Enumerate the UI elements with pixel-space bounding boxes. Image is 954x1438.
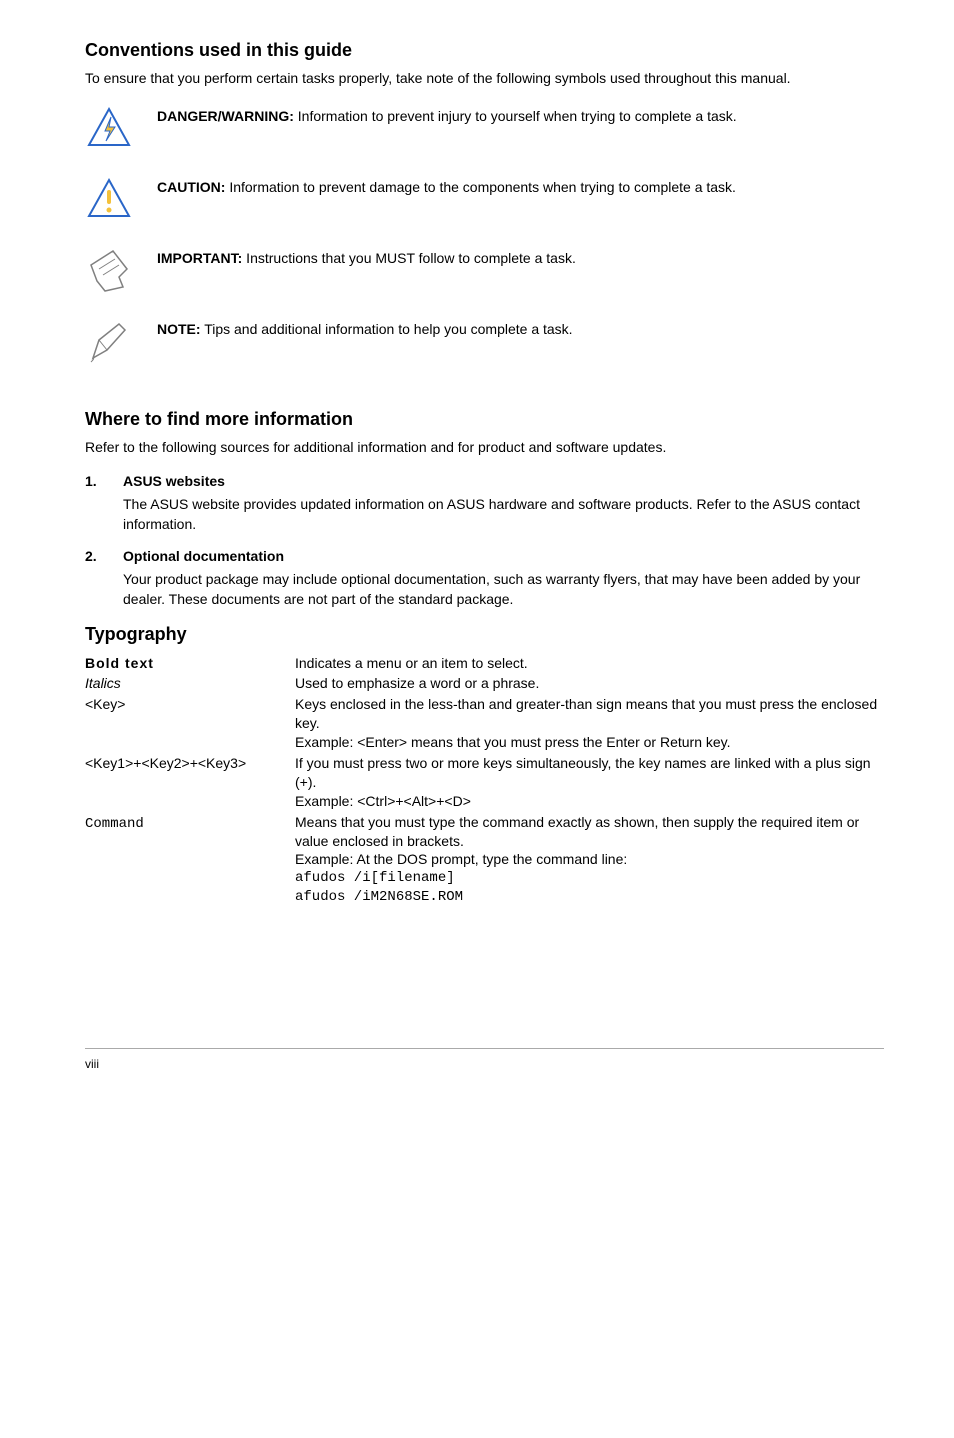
typo-bold-label: Bold text — [85, 655, 154, 671]
callout-caution-text: CAUTION: Information to prevent damage t… — [157, 176, 736, 198]
conventions-heading: Conventions used in this guide — [85, 40, 884, 61]
typo-row-key: <Key> Keys enclosed in the less-than and… — [85, 694, 884, 753]
typo-command-code2: afudos /iM2N68SE.ROM — [295, 888, 884, 907]
callout-important-body: Instructions that you MUST follow to com… — [242, 250, 576, 266]
typo-command-label: Command — [85, 816, 144, 832]
callout-caution-body: Information to prevent damage to the com… — [225, 179, 736, 195]
callout-caution-bold: CAUTION: — [157, 179, 225, 195]
typo-italics-desc: Used to emphasize a word or a phrase. — [295, 673, 884, 694]
spacer — [85, 389, 884, 409]
typo-row-bold: Bold text Indicates a menu or an item to… — [85, 653, 884, 674]
typo-keychain-label: <Key1>+<Key2>+<Key3> — [85, 753, 295, 812]
whereto-item-1: ASUS websites The ASUS website provides … — [85, 473, 884, 534]
typo-keychain-desc2: Example: <Ctrl>+<Alt>+<D> — [295, 792, 884, 811]
whereto-item-1-title: ASUS websites — [123, 473, 884, 489]
callout-important: IMPORTANT: Instructions that you MUST fo… — [85, 247, 884, 300]
callout-danger-body: Information to prevent injury to yoursel… — [294, 108, 737, 124]
typo-key-label: <Key> — [85, 694, 295, 753]
whereto-item-2-title: Optional documentation — [123, 548, 884, 564]
typo-row-italics: Italics Used to emphasize a word or a ph… — [85, 673, 884, 694]
callout-important-bold: IMPORTANT: — [157, 250, 242, 266]
typo-key-desc1: Keys enclosed in the less-than and great… — [295, 695, 884, 733]
callout-note-text: NOTE: Tips and additional information to… — [157, 318, 573, 340]
caution-icon — [85, 176, 133, 229]
callout-note: NOTE: Tips and additional information to… — [85, 318, 884, 371]
whereto-list: ASUS websites The ASUS website provides … — [85, 473, 884, 609]
conventions-intro: To ensure that you perform certain tasks… — [85, 69, 884, 89]
callout-note-body: Tips and additional information to help … — [201, 321, 573, 337]
typo-bold-desc: Indicates a menu or an item to select. — [295, 653, 884, 674]
whereto-item-1-body: The ASUS website provides updated inform… — [123, 495, 884, 534]
typo-italics-label: Italics — [85, 675, 121, 691]
typo-command-desc2: Example: At the DOS prompt, type the com… — [295, 850, 884, 869]
typography-heading: Typography — [85, 624, 884, 645]
callout-danger: DANGER/WARNING: Information to prevent i… — [85, 105, 884, 158]
hand-icon — [85, 247, 133, 300]
typo-row-command: Command Means that you must type the com… — [85, 812, 884, 908]
callout-caution: CAUTION: Information to prevent damage t… — [85, 176, 884, 229]
typography-table: Bold text Indicates a menu or an item to… — [85, 653, 884, 909]
lightning-icon — [85, 105, 133, 158]
footer: viii — [85, 1048, 884, 1071]
pen-icon — [85, 318, 133, 371]
callout-note-bold: NOTE: — [157, 321, 201, 337]
callout-important-text: IMPORTANT: Instructions that you MUST fo… — [157, 247, 576, 269]
typo-command-code1: afudos /i[filename] — [295, 869, 884, 888]
typo-keychain-desc1: If you must press two or more keys simul… — [295, 754, 884, 792]
typo-key-desc2: Example: <Enter> means that you must pre… — [295, 733, 884, 752]
whereto-item-2-body: Your product package may include optiona… — [123, 570, 884, 609]
typo-row-keychain: <Key1>+<Key2>+<Key3> If you must press t… — [85, 753, 884, 812]
whereto-intro: Refer to the following sources for addit… — [85, 438, 884, 458]
whereto-heading: Where to find more information — [85, 409, 884, 430]
page-number: viii — [85, 1057, 99, 1071]
callout-danger-bold: DANGER/WARNING: — [157, 108, 294, 124]
whereto-item-2: Optional documentation Your product pack… — [85, 548, 884, 609]
callout-danger-text: DANGER/WARNING: Information to prevent i… — [157, 105, 737, 127]
typo-command-desc1: Means that you must type the command exa… — [295, 813, 884, 851]
